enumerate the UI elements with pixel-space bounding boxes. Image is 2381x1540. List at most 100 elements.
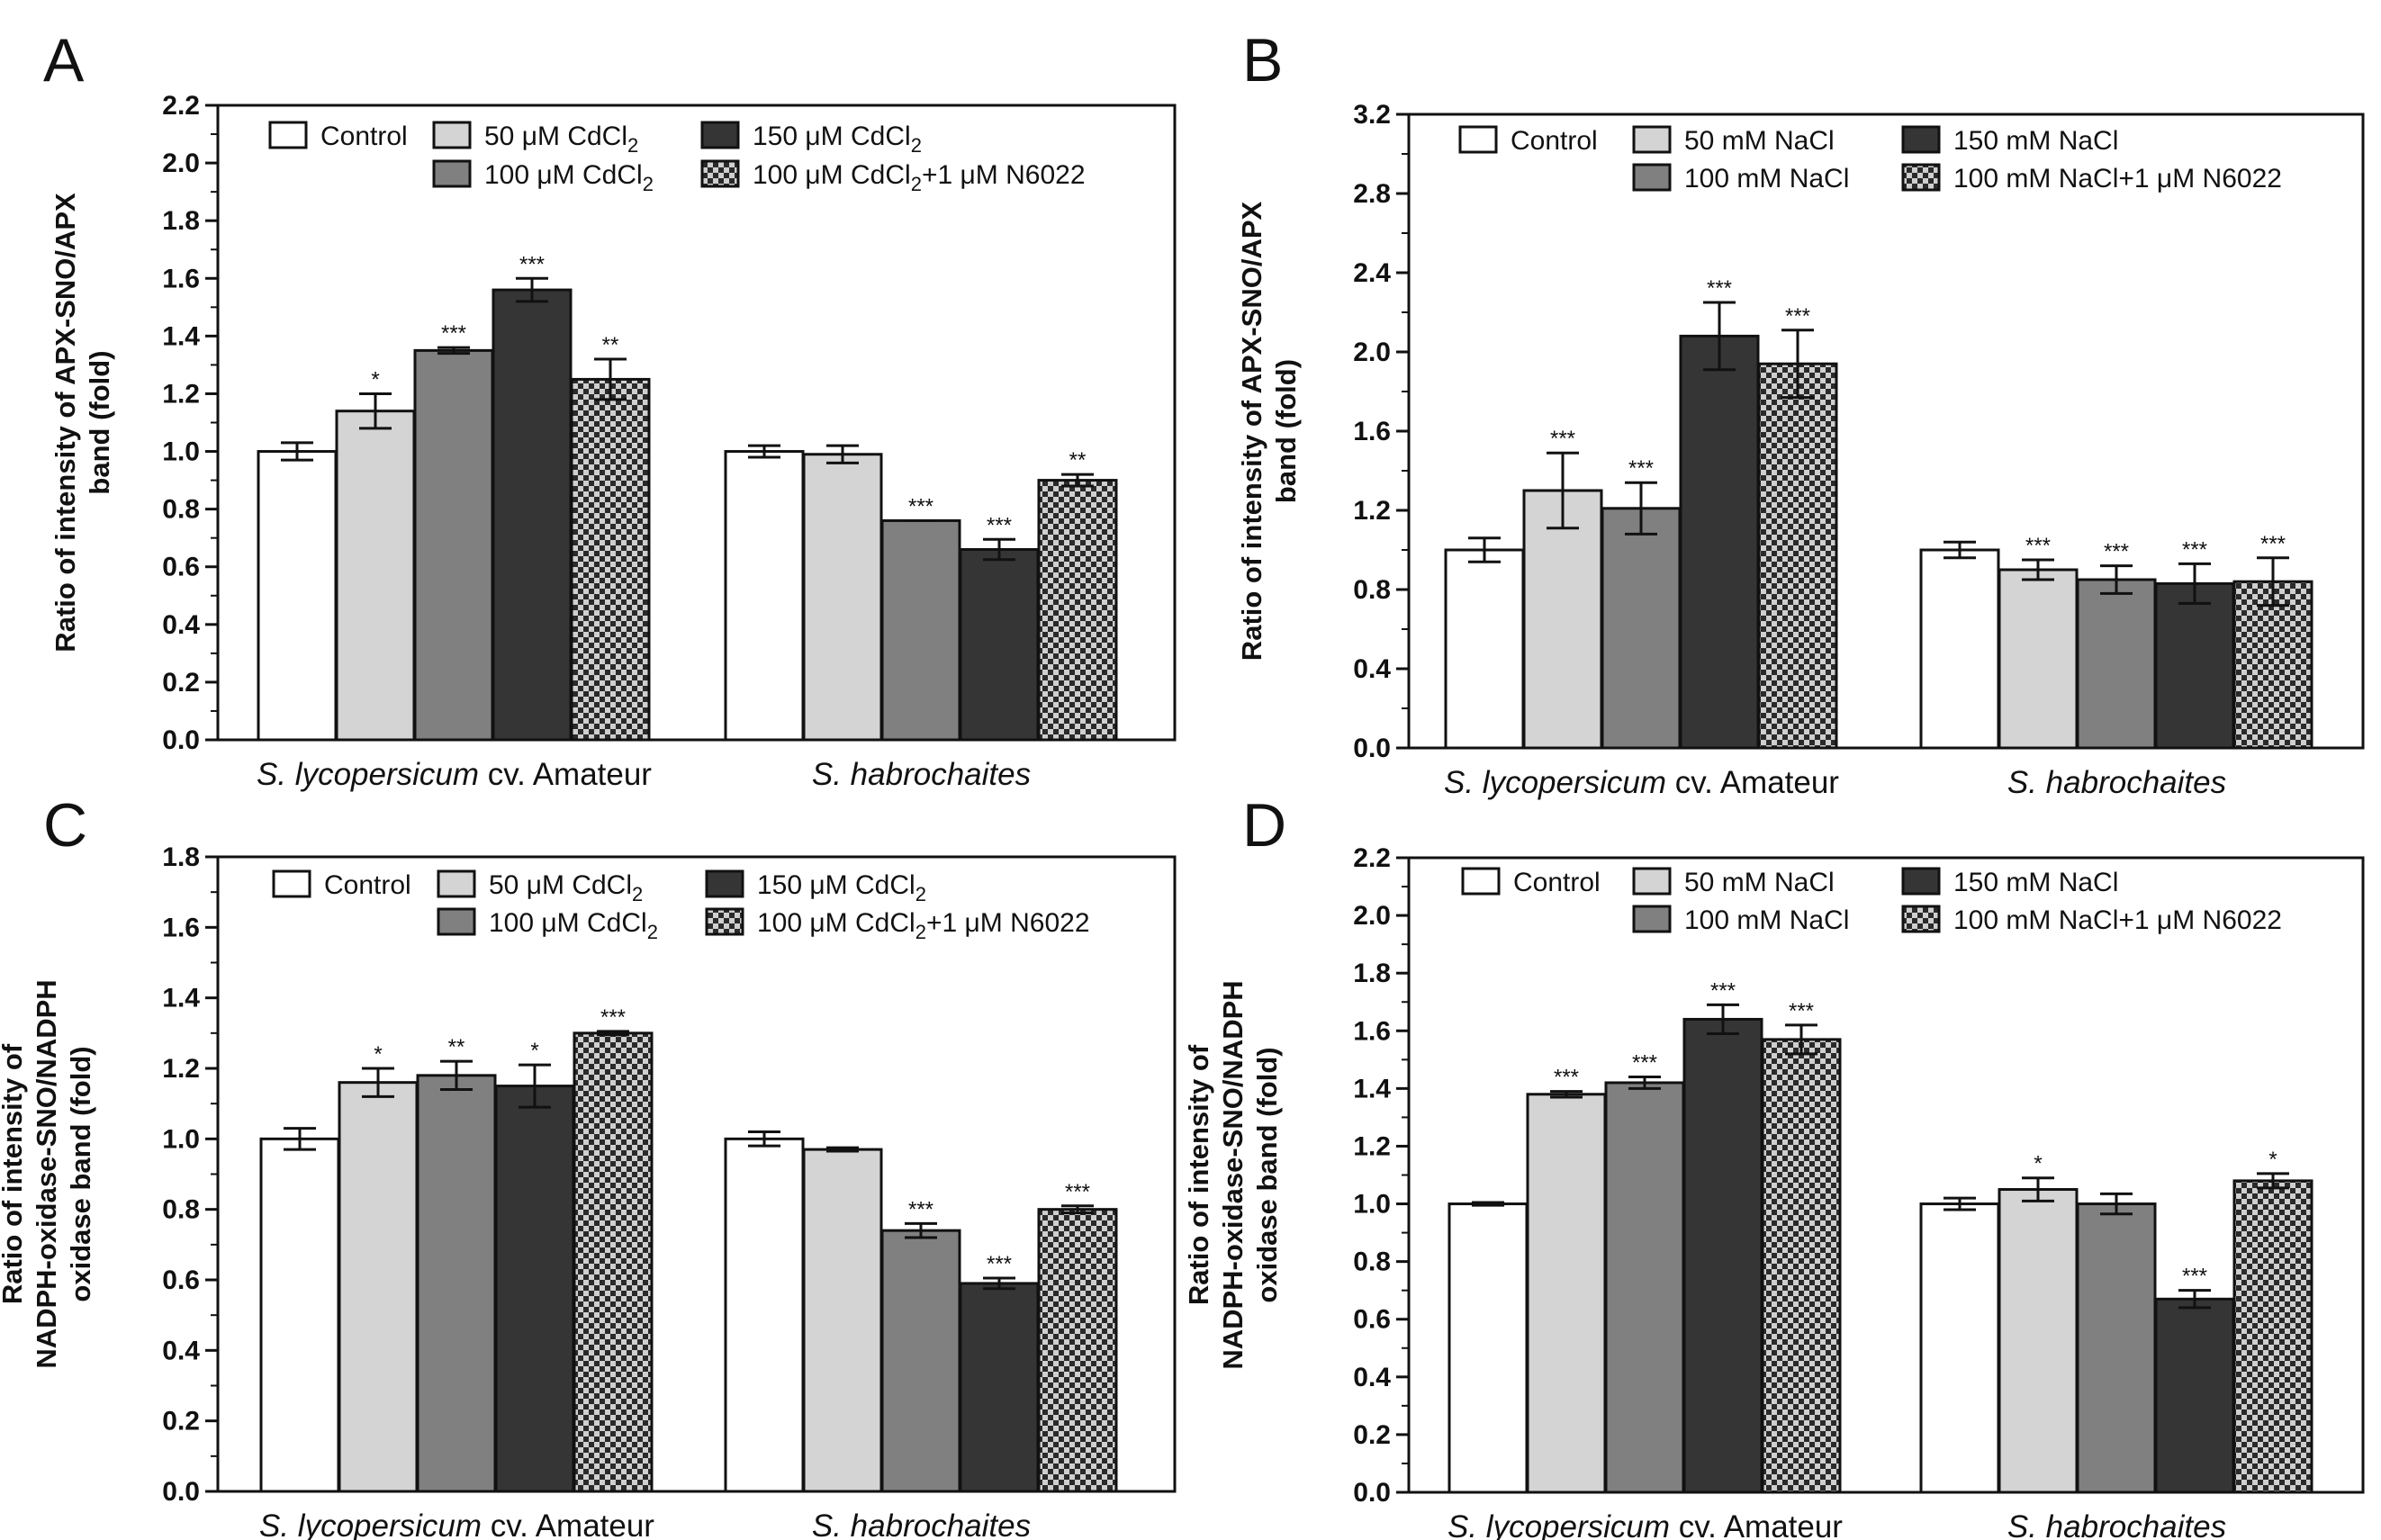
bar[interactable] <box>880 1229 961 1493</box>
significance-label: * <box>371 367 379 392</box>
bar[interactable] <box>413 348 494 742</box>
bar[interactable] <box>1604 1081 1685 1494</box>
bar[interactable] <box>338 1081 419 1493</box>
bar[interactable] <box>494 1085 575 1493</box>
legend-swatch <box>1901 125 1941 154</box>
y-tick-label: 1.0 <box>162 437 200 467</box>
bar[interactable] <box>1526 1093 1607 1494</box>
significance-label: * <box>374 1042 382 1067</box>
bar[interactable] <box>570 377 651 742</box>
y-tick-label: 0.2 <box>1353 1420 1391 1450</box>
y-tick-label: 0.6 <box>1353 1305 1391 1335</box>
y-tick-label: 1.0 <box>1353 1190 1391 1220</box>
legend-label: 100 mM NaCl+1 μM N6022 <box>1953 164 2282 194</box>
bar[interactable] <box>724 450 805 742</box>
bar[interactable] <box>2232 1179 2313 1494</box>
panel-letter: A <box>43 26 85 95</box>
bar[interactable] <box>1682 1017 1763 1494</box>
group-label: S. habrochaites <box>812 757 1031 792</box>
y-tick-label: 2.0 <box>1353 338 1391 367</box>
significance-label: *** <box>1628 456 1654 481</box>
legend-label: 100 μM CdCl2​ <box>484 160 654 195</box>
legend-swatch <box>700 121 740 149</box>
panel-c: C 0.0 0.2 0.4 0.6 0.8 1.0 1.2 1.4 1.6 1.8 Ratio of … <box>0 791 1177 1540</box>
bar[interactable] <box>2076 1202 2157 1494</box>
bar[interactable] <box>2154 581 2235 750</box>
bar[interactable] <box>880 518 961 742</box>
legend-swatch <box>1901 905 1941 933</box>
bar[interactable] <box>1448 1202 1529 1494</box>
legend-label: 100 μM CdCl2​ <box>489 908 658 943</box>
bar[interactable] <box>257 450 338 742</box>
y-tick-label: 0.8 <box>162 1195 200 1225</box>
bar[interactable] <box>1919 548 2000 750</box>
bar[interactable] <box>1998 1188 2079 1494</box>
significance-label: *** <box>987 1252 1012 1276</box>
significance-label: * <box>530 1039 538 1063</box>
bar[interactable] <box>492 288 573 742</box>
y-tick-label: 1.2 <box>1353 1131 1391 1161</box>
bar[interactable] <box>2076 578 2157 750</box>
legend-label: Control <box>320 122 408 151</box>
legend-swatch <box>1632 125 1672 154</box>
y-tick-label: 0.4 <box>1353 654 1391 684</box>
bar[interactable] <box>416 1074 497 1493</box>
significance-label: *** <box>908 494 933 518</box>
bar[interactable] <box>1522 489 1603 750</box>
y-tick-label: 2.2 <box>162 91 200 121</box>
bar[interactable] <box>1761 1038 1842 1494</box>
y-axis-label: Ratio of intensity ofNADPH-oxidase-SNO/N… <box>0 979 96 1368</box>
bar[interactable] <box>959 1282 1040 1493</box>
legend-label: 50 mM NaCl <box>1684 126 1835 156</box>
bar[interactable] <box>335 410 416 742</box>
bar[interactable] <box>724 1137 805 1493</box>
group-label: S. habrochaites <box>2007 1509 2226 1540</box>
bar[interactable] <box>259 1137 340 1493</box>
legend-label: 150 μM CdCl2​ <box>753 122 922 157</box>
group-label: S. lycopersicum cv. Amateur <box>1448 1509 1843 1540</box>
y-axis-label: Ratio of intensity of APX-SNO/APXband (f… <box>1236 201 1302 661</box>
significance-label: *** <box>2260 532 2286 556</box>
significance-label: *** <box>519 252 545 276</box>
bar[interactable] <box>1757 362 1838 750</box>
y-tick-label: 0.8 <box>1353 575 1391 605</box>
bar[interactable] <box>2154 1297 2235 1494</box>
bar[interactable] <box>1998 568 2079 750</box>
legend-swatch <box>432 121 472 149</box>
y-tick-label: 1.6 <box>162 264 200 293</box>
bar[interactable] <box>1037 479 1118 742</box>
bar[interactable] <box>802 1148 883 1493</box>
group-label: S. habrochaites <box>812 1508 1031 1540</box>
y-tick-label: 1.2 <box>162 379 200 409</box>
legend-label: 150 μM CdCl2​ <box>757 870 926 905</box>
y-tick-label: 0.0 <box>1353 1478 1391 1508</box>
bar[interactable] <box>2232 580 2313 750</box>
y-tick-label: 1.6 <box>1353 417 1391 446</box>
bar[interactable] <box>1444 548 1525 750</box>
legend-label: 100 mM NaCl+1 μM N6022 <box>1953 905 2282 935</box>
y-tick-label: 1.8 <box>1353 959 1391 988</box>
bar[interactable] <box>959 548 1040 742</box>
y-tick-label: 1.4 <box>162 984 200 1013</box>
bar[interactable] <box>1679 334 1760 750</box>
legend-swatch <box>700 159 740 188</box>
legend-label: Control <box>1513 868 1601 897</box>
y-tick-label: 1.4 <box>1353 1074 1391 1103</box>
bar[interactable] <box>1037 1208 1118 1493</box>
legend-swatch <box>705 907 744 936</box>
legend-label: 50 μM CdCl2​ <box>489 870 643 905</box>
significance-label: *** <box>1710 978 1736 1003</box>
significance-label: ** <box>1069 448 1087 473</box>
y-tick-label: 0.0 <box>162 725 200 755</box>
significance-label: *** <box>600 1005 626 1030</box>
significance-label: *** <box>1550 427 1575 451</box>
legend-swatch <box>1461 867 1501 896</box>
legend-label: 150 mM NaCl <box>1953 126 2118 156</box>
bar[interactable] <box>1601 507 1682 750</box>
y-axis-label: Ratio of intensity ofNADPH-oxidase-SNO/N… <box>1183 980 1283 1369</box>
significance-label: *** <box>2025 534 2051 558</box>
significance-label: *** <box>1554 1066 1579 1090</box>
bar[interactable] <box>1919 1202 2000 1494</box>
bar[interactable] <box>573 1031 654 1493</box>
bar[interactable] <box>802 453 883 742</box>
